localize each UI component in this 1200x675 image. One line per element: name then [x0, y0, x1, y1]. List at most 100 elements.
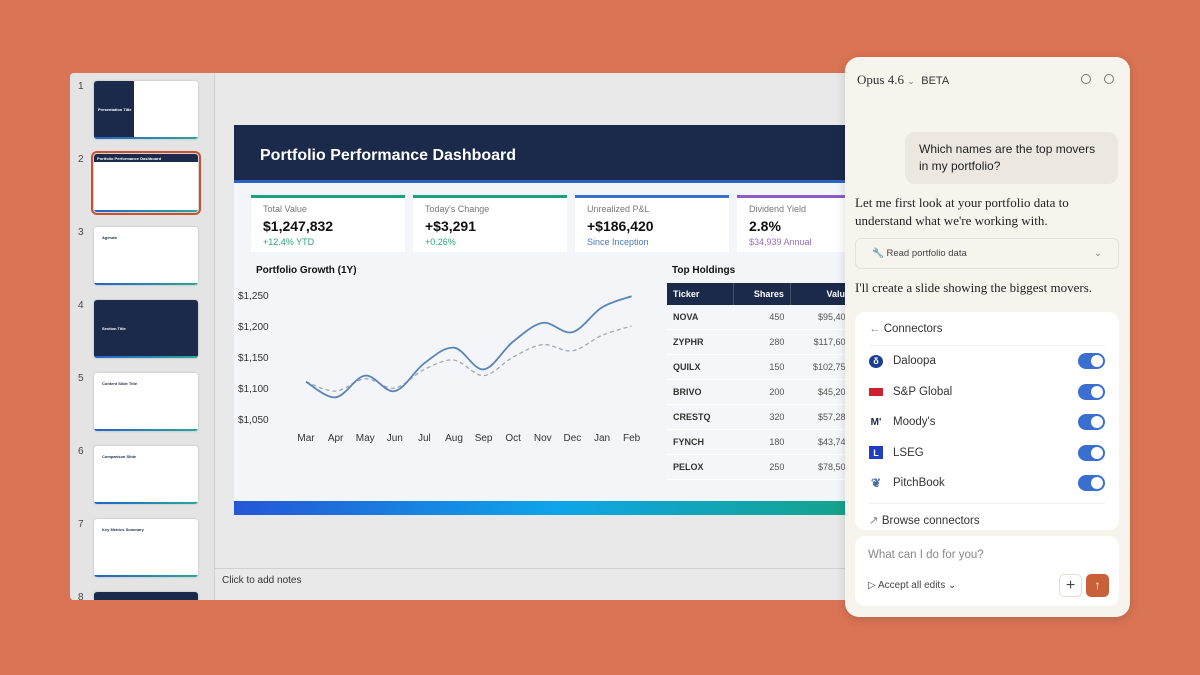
model-selector[interactable]: Opus 4.6 ⌄ BETA: [857, 72, 949, 88]
slide-number: 5: [78, 373, 84, 384]
kpi-label: Today's Change: [425, 204, 490, 214]
slide-thumbnail-2[interactable]: Portfolio Performance Dashboard: [91, 151, 201, 215]
history-icon[interactable]: [1081, 74, 1091, 84]
slide-canvas[interactable]: Portfolio Performance Dashboard Total Va…: [234, 125, 870, 515]
notes-field[interactable]: Click to add notes: [222, 575, 302, 586]
slide-thumbnail-8[interactable]: [94, 592, 198, 600]
kpi-value: 2.8%: [749, 218, 781, 234]
edits-icon: ▷: [868, 580, 876, 591]
x-tick-label: Nov: [534, 433, 552, 444]
slide-number: 4: [78, 300, 84, 311]
slide-thumbnail-6[interactable]: Comparison Slide: [94, 446, 198, 504]
table-cell: 250: [733, 454, 791, 480]
table-cell: 450: [733, 305, 791, 330]
table-cell: PELOX: [667, 454, 734, 480]
kpi-sub: $34,939 Annual: [749, 237, 812, 247]
slide-thumbnail-1[interactable]: Presentation Title: [94, 81, 198, 139]
settings-icon[interactable]: [1104, 74, 1114, 84]
connectors-back-button[interactable]: ← Connectors: [869, 320, 1105, 346]
user-message: Which names are the top movers in my por…: [905, 132, 1118, 184]
x-tick-label: Jan: [594, 433, 610, 444]
y-tick-label: $1,250: [238, 291, 269, 302]
assistant-message: Let me first look at your portfolio data…: [855, 195, 1069, 228]
divider: [215, 568, 870, 569]
y-tick-label: $1,050: [238, 415, 269, 426]
table-cell: QUILX: [667, 354, 734, 380]
connector-toggle[interactable]: [1078, 383, 1105, 400]
table-cell: 320: [733, 404, 791, 430]
accept-label: Accept all edits: [877, 580, 946, 591]
kpi-value: +$3,291: [425, 218, 476, 234]
connector-lseg: L LSEG: [869, 438, 1105, 469]
connector-toggle[interactable]: [1078, 414, 1105, 431]
table-cell: 150: [733, 354, 791, 380]
slide-thumbnail-7[interactable]: Key Metrics Summary: [94, 519, 198, 577]
x-tick-label: Jun: [387, 433, 403, 444]
tool-call-label: Read portfolio data: [886, 248, 967, 259]
connectors-card: ← Connectors δ Daloopa S&P Global M' Moody's…: [855, 312, 1119, 530]
thumb-header: [94, 154, 198, 162]
table-cell: FYNCH: [667, 429, 734, 455]
slide-thumbnail-3[interactable]: Agenda: [94, 227, 198, 285]
kpi-label: Total Value: [263, 204, 307, 214]
thumb-panel: [94, 81, 134, 139]
y-tick-label: $1,100: [238, 384, 269, 395]
connector-logo: δ: [869, 354, 883, 368]
table-row: PELOX 250 $78,500: [667, 454, 857, 480]
y-tick-label: $1,200: [238, 322, 269, 333]
thumb-title: Presentation Title: [98, 107, 132, 112]
connector-spglobal: S&P Global: [869, 377, 1105, 408]
kpi-card: Total Value $1,247,832 +12.4% YTD: [251, 195, 405, 252]
table-cell: 180: [733, 429, 791, 455]
connector-name: Moody's: [893, 416, 936, 429]
connector-toggle[interactable]: [1078, 353, 1105, 370]
slide-number: 7: [78, 519, 84, 530]
browse-label: Browse connectors: [881, 514, 980, 527]
x-tick-label: Aug: [445, 433, 463, 444]
presentation-window: 1 Presentation Title 2 Portfolio Performanc…: [70, 73, 870, 600]
table-row: BRIVO 200 $45,200: [667, 379, 857, 405]
column-header: Shares: [733, 283, 791, 305]
thumb-title: Key Metrics Summary: [102, 527, 144, 532]
chat-input[interactable]: What can I do for you? ▷ Accept all edit…: [855, 536, 1119, 606]
x-tick-label: Mar: [297, 433, 315, 444]
slide-thumbnail-4[interactable]: Section Title: [94, 300, 198, 358]
slide-title: Portfolio Performance Dashboard: [234, 125, 870, 183]
connector-toggle[interactable]: [1078, 444, 1105, 461]
table-row: FYNCH 180 $43,740: [667, 429, 857, 455]
thumb-title: Portfolio Performance Dashboard: [97, 156, 162, 161]
kpi-sub: +12.4% YTD: [263, 237, 315, 247]
send-button[interactable]: ↑: [1086, 574, 1109, 597]
add-attachment-button[interactable]: +: [1059, 574, 1082, 597]
series-line-0: [305, 295, 632, 399]
connector-name: S&P Global: [893, 385, 953, 398]
chevron-down-icon: ⌄: [907, 76, 915, 86]
connectors-title: Connectors: [883, 323, 943, 335]
tool-call-read-portfolio[interactable]: 🔧 Read portfolio data ⌄: [855, 238, 1119, 269]
column-header: Value: [790, 283, 858, 305]
accept-edits-selector[interactable]: ▷ Accept all edits ⌄: [868, 580, 956, 591]
chevron-down-icon: ⌄: [947, 580, 957, 591]
slide-thumbnails[interactable]: 1 Presentation Title 2 Portfolio Performanc…: [70, 73, 215, 600]
connector-daloopa: δ Daloopa: [869, 346, 1105, 377]
thumb-title: Agenda: [102, 235, 117, 240]
connector-name: PitchBook: [893, 477, 945, 490]
thumb-title: Section Title: [102, 326, 126, 331]
table-cell: 200: [733, 379, 791, 405]
kpi-sub: Since Inception: [587, 237, 649, 247]
x-tick-label: Oct: [505, 433, 521, 444]
thumb-title: Content Slide Title: [102, 381, 138, 386]
browse-connectors-link[interactable]: ↗ Browse connectors: [869, 502, 1105, 527]
connector-toggle[interactable]: [1078, 475, 1105, 492]
table-cell: CRESTQ: [667, 404, 734, 430]
slide-number: 6: [78, 446, 84, 457]
input-placeholder: What can I do for you?: [868, 549, 984, 561]
slide-thumbnail-5[interactable]: Content Slide Title: [94, 373, 198, 431]
assistant-message: I'll create a slide showing the biggest …: [855, 280, 1093, 295]
connector-logo: [869, 387, 883, 396]
connector-name: LSEG: [893, 446, 924, 459]
connector-pitchbook: ❦ PitchBook: [869, 468, 1105, 499]
arrow-up-icon: ↑: [1094, 578, 1101, 592]
table-cell: 280: [733, 329, 791, 355]
beta-badge: BETA: [921, 75, 950, 87]
